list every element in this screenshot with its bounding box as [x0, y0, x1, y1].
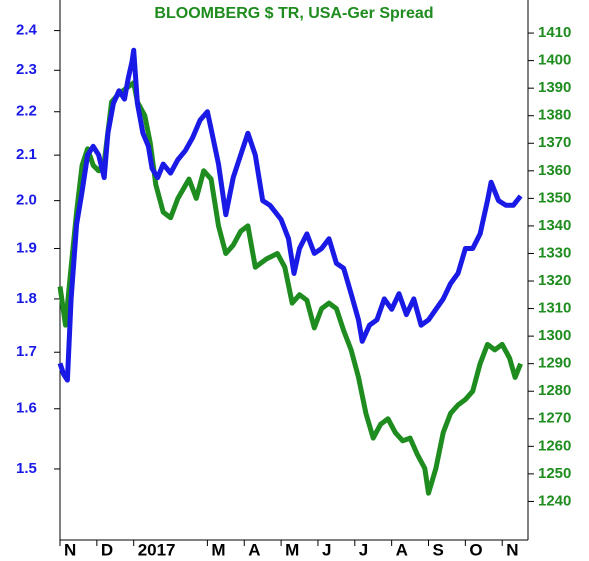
y2-tick-label: 1390 [538, 79, 571, 96]
x-tick-label: D [101, 540, 113, 559]
y-tick-label: 2.4 [16, 22, 38, 39]
y2-tick-label: 1320 [538, 272, 571, 289]
y2-tick-label: 1270 [538, 410, 571, 427]
x-tick-label: J [322, 540, 331, 559]
y2-tick-label: 1360 [538, 162, 571, 179]
y2-tick-label: 1350 [538, 189, 571, 206]
y2-tick-label: 1370 [538, 134, 571, 151]
y2-tick-label: 1340 [538, 217, 571, 234]
x-tick-label: 2017 [138, 540, 176, 559]
y2-tick-label: 1330 [538, 244, 571, 261]
y2-tick-label: 1250 [538, 465, 571, 482]
y-tick-label: 1.7 [16, 343, 37, 360]
y2-tick-label: 1260 [538, 437, 571, 454]
y2-tick-label: 1240 [538, 492, 571, 509]
x-tick-label: A [248, 540, 260, 559]
series-line [57, 80, 523, 496]
x-tick-label: M [211, 540, 225, 559]
y-tick-label: 2.1 [16, 146, 37, 163]
y2-tick-label: 1380 [538, 107, 571, 124]
y2-tick-label: 1410 [538, 24, 571, 41]
x-tick-label: O [469, 540, 482, 559]
y-tick-label: 1.9 [16, 239, 37, 256]
y2-tick-label: 1310 [538, 300, 571, 317]
y-tick-label: 1.8 [16, 290, 37, 307]
x-tick-label: M [285, 540, 299, 559]
y2-tick-label: 1280 [538, 382, 571, 399]
chart-title: BLOOMBERG $ TR, USA-Ger Spread [154, 5, 433, 22]
y-tick-label: 2.3 [16, 61, 37, 78]
x-tick-label: N [506, 540, 518, 559]
y-tick-label: 2.0 [16, 192, 37, 209]
y2-tick-label: 1400 [538, 52, 571, 69]
y-tick-label: 1.6 [16, 400, 37, 417]
y2-tick-label: 1290 [538, 355, 571, 372]
x-tick-label: S [433, 540, 444, 559]
y2-tick-label: 1300 [538, 327, 571, 344]
x-tick-label: A [396, 540, 408, 559]
y-tick-label: 1.5 [16, 460, 37, 477]
series-line [57, 47, 523, 383]
x-tick-label: N [64, 540, 76, 559]
x-tick-label: J [359, 540, 368, 559]
y-tick-label: 2.2 [16, 103, 37, 120]
